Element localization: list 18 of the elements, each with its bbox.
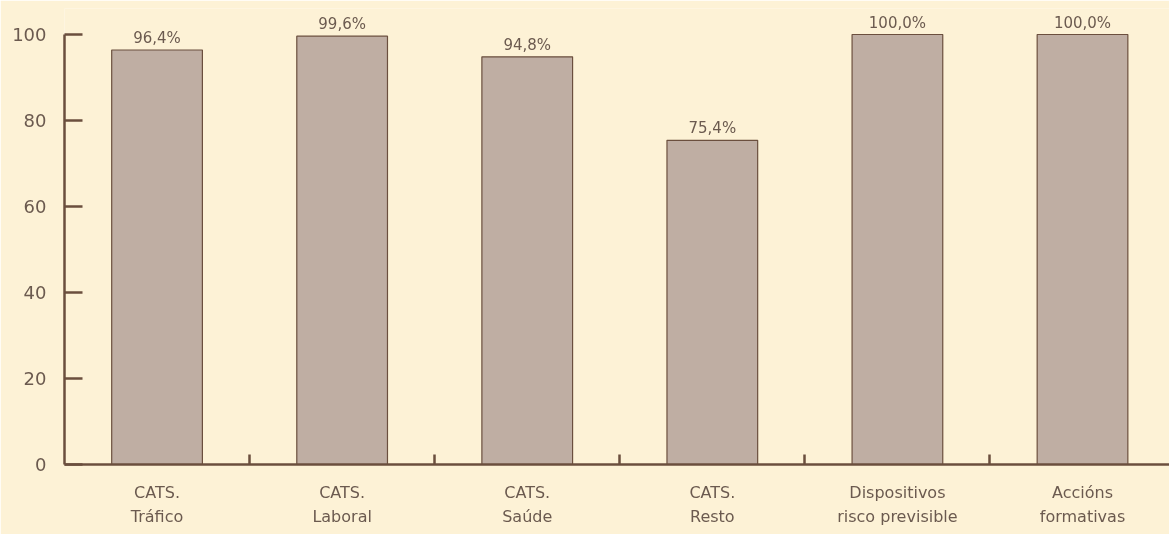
x-tick-label: Accións formativas bbox=[1039, 482, 1126, 527]
data-label: 100,0% bbox=[868, 13, 927, 32]
data-label: 99,6% bbox=[318, 15, 366, 34]
y-tick-label: 20 bbox=[23, 368, 47, 389]
x-tick-label: CATS. Saúde bbox=[502, 482, 553, 527]
y-tick-label: 0 bbox=[35, 454, 47, 475]
y-tick-label: 80 bbox=[23, 110, 47, 131]
x-tick-label: CATS. Tráfico bbox=[129, 482, 184, 527]
data-label: 96,4% bbox=[133, 28, 181, 47]
x-tick-label: CATS. Resto bbox=[689, 482, 736, 527]
x-tick-label: Dispositivos risco previsible bbox=[837, 482, 958, 527]
data-label: 100,0% bbox=[1053, 13, 1112, 32]
data-label: 94,8% bbox=[503, 35, 552, 54]
y-tick-label: 100 bbox=[12, 24, 47, 45]
y-tick-label: 40 bbox=[23, 282, 47, 303]
x-tick-label: CATS. Laboral bbox=[312, 482, 372, 527]
data-label: 75,4% bbox=[688, 119, 737, 138]
y-tick-label: 60 bbox=[23, 196, 47, 217]
